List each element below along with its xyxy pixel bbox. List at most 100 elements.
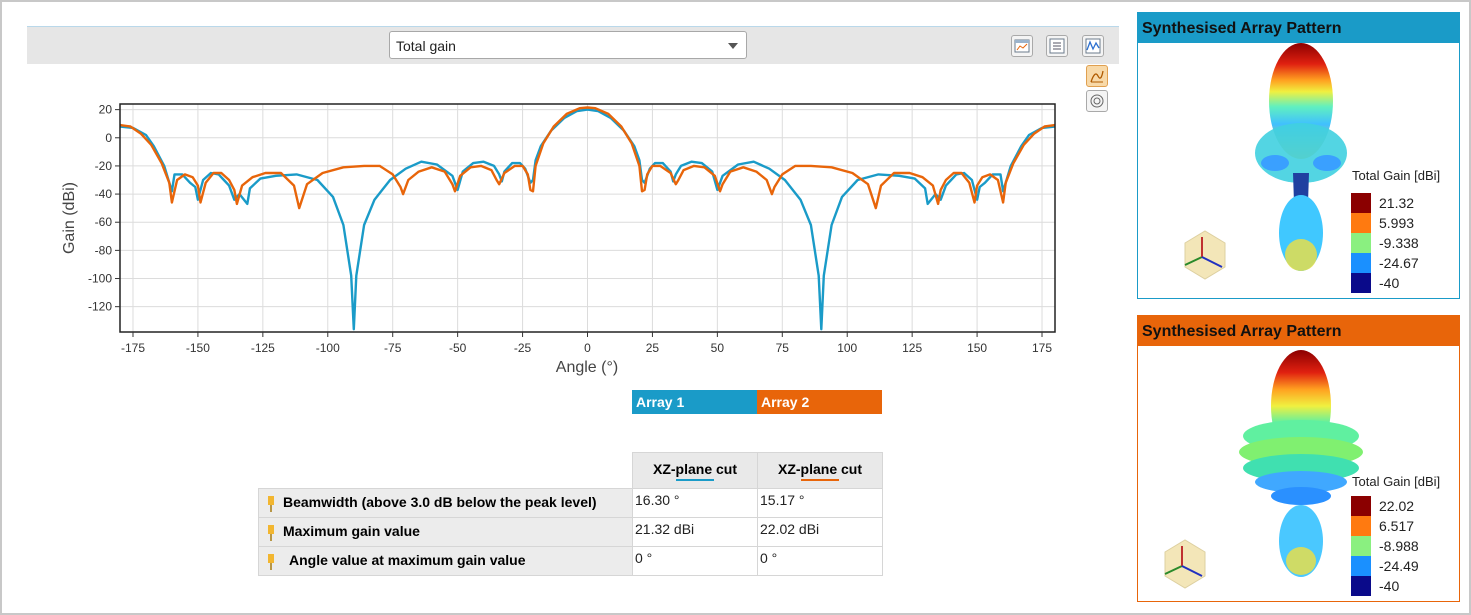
- polar-plot-icon: [1090, 94, 1104, 108]
- x-tick-label: 125: [902, 341, 922, 355]
- results-table: XZ-plane cut XZ-plane cut Beamwidth (abo…: [258, 452, 883, 576]
- table-cell: 0 °: [632, 546, 758, 576]
- colorbar-swatch: [1351, 273, 1371, 293]
- colorbar-label: 6.517: [1379, 518, 1415, 534]
- x-tick-label: 150: [967, 341, 987, 355]
- null-region: [1293, 173, 1309, 203]
- table-row: Beamwidth (above 3.0 dB below the peak l…: [258, 488, 883, 518]
- x-tick-label: -125: [251, 341, 275, 355]
- colorbar-swatch: [1351, 213, 1371, 233]
- legend-item-array-2[interactable]: Array 2: [757, 390, 882, 414]
- y-axis-ticks: 20 0 -20 -40 -60 -80 -100 -120: [88, 103, 120, 314]
- pin-icon[interactable]: [267, 524, 275, 541]
- series-line-array-1: [119, 108, 1056, 331]
- pin-icon[interactable]: [267, 553, 275, 570]
- cartesian-plot-icon: [1090, 70, 1104, 83]
- cartesian-plot-button[interactable]: [1086, 65, 1108, 87]
- colorbar-label: 5.993: [1379, 215, 1415, 231]
- x-axis-label: Angle (°): [556, 359, 618, 376]
- array-1-line-swatch: [676, 478, 714, 481]
- colorbar-swatch: [1351, 516, 1371, 536]
- quantity-dropdown-value: Total gain: [396, 38, 456, 54]
- chart-series: [119, 106, 1056, 331]
- table-row: Angle value at maximum gain value 0 ° 0 …: [258, 546, 883, 576]
- line-plot-icon: [1085, 38, 1101, 54]
- colorbar-label: -8.988: [1379, 538, 1419, 554]
- x-tick-label: 0: [584, 341, 591, 355]
- x-tick-label: -50: [449, 341, 467, 355]
- column-header-label: XZ-plane cut: [777, 460, 862, 477]
- colorbar-title: Total Gain [dBi]: [1352, 474, 1441, 489]
- array-2-line-swatch: [801, 478, 839, 481]
- colorbar-swatch: [1351, 536, 1371, 556]
- chart-view-icon: [1014, 39, 1030, 53]
- table-corner: [259, 453, 633, 489]
- table-row: Maximum gain value 21.32 dBi 22.02 dBi: [258, 517, 883, 547]
- y-tick-label: -60: [95, 215, 113, 229]
- x-tick-label: -150: [186, 341, 210, 355]
- table-view-icon: [1049, 38, 1065, 54]
- row-label-angle-at-max: Angle value at maximum gain value: [258, 546, 633, 576]
- pin-icon[interactable]: [267, 495, 275, 512]
- table-cell: 16.30 °: [632, 488, 758, 518]
- column-header-array-2: XZ-plane cut: [757, 452, 883, 489]
- y-tick-label: 20: [99, 103, 113, 117]
- colorbar-swatch: [1351, 193, 1371, 213]
- colorbar-label: -9.338: [1379, 235, 1419, 251]
- row-label-text: Beamwidth (above 3.0 dB below the peak l…: [283, 494, 597, 511]
- x-tick-label: -100: [316, 341, 340, 355]
- column-header-label: XZ-plane cut: [652, 460, 737, 477]
- axes-triad-icon[interactable]: [1184, 230, 1226, 280]
- colorbar-swatch: [1351, 253, 1371, 273]
- x-tick-label: 75: [776, 341, 790, 355]
- plot-toolbar: Total gain: [27, 26, 1119, 64]
- line-plot-button[interactable]: [1082, 35, 1104, 57]
- colorbar-label: -24.67: [1379, 255, 1419, 271]
- array-1-3d-pattern-panel: Synthesised Array Pattern Total Gain [dB…: [1137, 12, 1460, 299]
- chart-view-button[interactable]: [1011, 35, 1033, 57]
- x-tick-label: 175: [1032, 341, 1052, 355]
- colorbar-swatch: [1351, 496, 1371, 516]
- colorbar-label: -40: [1379, 275, 1400, 291]
- array-2-3d-pattern-view[interactable]: [1138, 346, 1459, 601]
- colorbar-label: 21.32: [1379, 195, 1415, 211]
- side-lobe: [1261, 155, 1289, 171]
- table-view-button[interactable]: [1046, 35, 1068, 57]
- row-label-max-gain: Maximum gain value: [258, 517, 633, 547]
- colorbar-label: -40: [1379, 578, 1400, 594]
- gain-vs-angle-chart: -175 -150 -125 -100 -75 -50 -25 0 25 50 75 100 125 15…: [61, 103, 1056, 376]
- x-tick-label: 50: [711, 341, 725, 355]
- side-lobe-ring: [1255, 471, 1347, 493]
- y-tick-label: -20: [95, 159, 113, 173]
- panel-title: Synthesised Array Pattern: [1138, 316, 1459, 346]
- table-cell: 15.17 °: [757, 488, 883, 518]
- y-axis-label: Gain (dBi): [61, 182, 78, 254]
- side-lobe-ring: [1271, 487, 1331, 505]
- y-tick-label: -120: [88, 300, 112, 314]
- colorbar-swatch: [1351, 556, 1371, 576]
- row-label-beamwidth: Beamwidth (above 3.0 dB below the peak l…: [258, 488, 633, 518]
- colorbar-swatch: [1351, 576, 1371, 596]
- axes-triad-icon[interactable]: [1164, 539, 1206, 589]
- x-tick-label: 100: [837, 341, 857, 355]
- table-cell: 0 °: [757, 546, 883, 576]
- colorbar-swatch: [1351, 233, 1371, 253]
- table-cell: 21.32 dBi: [632, 517, 758, 547]
- x-tick-label: -25: [514, 341, 532, 355]
- chart-legend: Array 1 Array 2: [632, 390, 882, 414]
- polar-plot-button[interactable]: [1086, 90, 1108, 112]
- y-tick-label: -100: [88, 272, 112, 286]
- back-lobe-tip: [1285, 239, 1317, 271]
- quantity-dropdown[interactable]: Total gain: [389, 31, 747, 59]
- x-tick-label: -75: [384, 341, 402, 355]
- legend-item-array-1[interactable]: Array 1: [632, 390, 757, 414]
- chart-grid: [120, 104, 1055, 332]
- panel-title: Synthesised Array Pattern: [1138, 13, 1459, 43]
- y-tick-label: 0: [105, 131, 112, 145]
- x-axis-ticks: -175 -150 -125 -100 -75 -50 -25 0 25 50 75 100 125 15…: [121, 332, 1052, 355]
- y-tick-label: -40: [95, 187, 113, 201]
- table-cell: 22.02 dBi: [757, 517, 883, 547]
- colorbar-label: 22.02: [1379, 498, 1415, 514]
- row-label-text: Angle value at maximum gain value: [289, 552, 526, 569]
- array-1-3d-pattern-view[interactable]: [1138, 43, 1459, 298]
